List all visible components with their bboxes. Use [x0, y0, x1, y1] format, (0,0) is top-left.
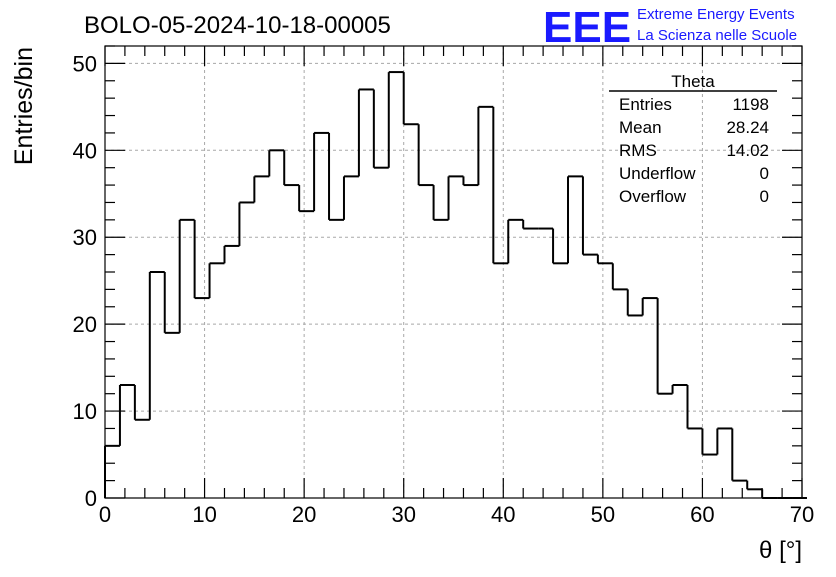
y-tick-label-30: 30: [73, 225, 97, 250]
x-tick-label-40: 40: [491, 502, 515, 527]
y-tick-label-0: 0: [85, 486, 97, 511]
stats-title: Theta: [671, 72, 715, 91]
stats-label-overflow: Overflow: [619, 187, 687, 206]
x-tick-label-10: 10: [192, 502, 216, 527]
y-axis-label: Entries/bin: [10, 47, 38, 165]
x-tick-label-30: 30: [391, 502, 415, 527]
eee-logo-mark: EEE: [543, 3, 631, 52]
stats-label-mean: Mean: [619, 118, 662, 137]
axis-ticks: [104, 45, 803, 499]
stats-label-entries: Entries: [619, 95, 672, 114]
stats-value-entries: 1198: [732, 95, 769, 114]
stats-value-overflow: 0: [760, 187, 769, 206]
stats-value-underflow: 0: [760, 164, 769, 183]
stats-rows: Entries 1198 Mean 28.24 RMS 14.02 Underflow 0 Ov…: [619, 95, 769, 206]
logo-line-2: La Scienza nelle Scuole: [637, 27, 797, 44]
stats-value-mean: 28.24: [726, 118, 769, 137]
stats-label-underflow: Underflow: [619, 164, 696, 183]
y-tick-label-40: 40: [73, 138, 97, 163]
x-tick-label-70: 70: [790, 502, 814, 527]
x-axis-label: θ [°]: [759, 537, 802, 564]
x-tick-label-20: 20: [292, 502, 316, 527]
x-tick-label-0: 0: [99, 502, 111, 527]
stats-label-rms: RMS: [619, 141, 657, 160]
y-tick-label-10: 10: [73, 399, 97, 424]
tick-labels: 0 10 20 30 40 50 60 70 0 10 20 30 40 50: [73, 51, 815, 527]
y-tick-label-50: 50: [73, 51, 97, 76]
stats-value-rms: 14.02: [726, 141, 769, 160]
grid: [105, 46, 802, 498]
chart-title: BOLO-05-2024-10-18-00005: [84, 12, 391, 39]
y-tick-label-20: 20: [73, 312, 97, 337]
logo-line-1: Extreme Energy Events: [637, 6, 795, 23]
x-tick-label-60: 60: [690, 502, 714, 527]
stats-box: Theta Entries 1198 Mean 28.24 RMS 14.02 Underf…: [609, 72, 777, 206]
x-tick-label-50: 50: [591, 502, 615, 527]
histogram-series: [104, 71, 807, 499]
